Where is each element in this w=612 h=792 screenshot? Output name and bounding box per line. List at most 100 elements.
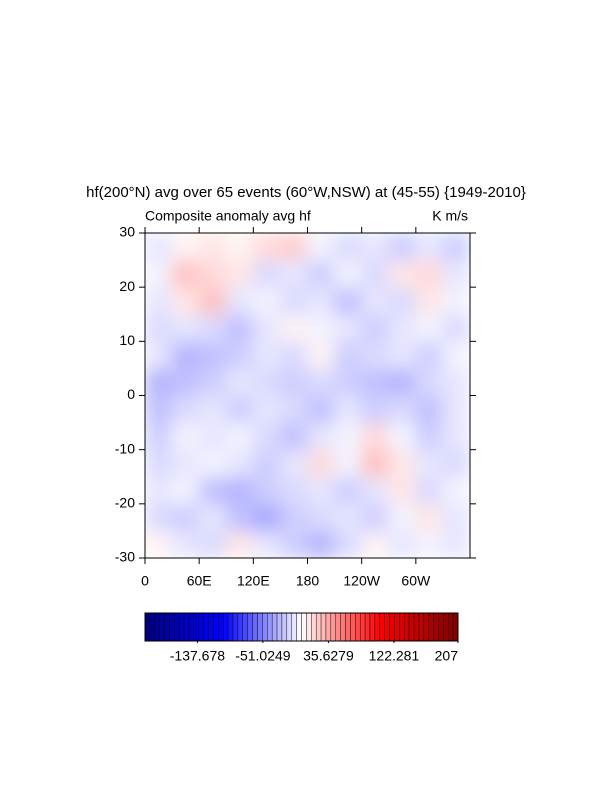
heatmap-cell [198, 367, 227, 396]
colorbar-box [311, 612, 317, 642]
heatmap-cell [279, 476, 308, 505]
colorbar-box [443, 612, 449, 642]
heatmap-cell [171, 340, 200, 369]
heatmap-cell [145, 259, 173, 288]
heatmap-cell [361, 422, 390, 451]
heatmap-cell [252, 233, 281, 261]
heatmap-cell [171, 476, 200, 505]
heatmap-cell [145, 395, 173, 424]
heatmap-cell [171, 530, 200, 558]
colorbar-box [423, 612, 429, 642]
heatmap-cell [307, 233, 336, 261]
heatmap-cell [198, 340, 227, 369]
heatmap-cell [145, 367, 173, 396]
heatmap-cell [442, 286, 470, 315]
colorbar-box [335, 612, 341, 642]
heatmap-cell [442, 340, 470, 369]
y-tick-label: -30 [115, 549, 135, 565]
colorbar-box [169, 612, 175, 642]
left-subtitle: Composite anomaly avg hf [145, 208, 311, 224]
heatmap-cell [252, 367, 281, 396]
heatmap-cell [279, 530, 308, 558]
colorbar-box [301, 612, 307, 642]
heatmap-cell [279, 395, 308, 424]
colorbar-box [389, 612, 395, 642]
colorbar-box [379, 612, 385, 642]
heatmap-cell [145, 530, 173, 558]
heatmap-cell [171, 449, 200, 478]
colorbar-box [276, 612, 283, 642]
colorbar-box [203, 612, 209, 642]
heatmap-cell [279, 340, 308, 369]
colorbar-box [330, 612, 336, 642]
heatmap-cell [198, 449, 227, 478]
heatmap-cell [388, 449, 417, 478]
heatmap-cell [388, 340, 417, 369]
colorbar-box [306, 612, 312, 642]
x-tick-label: 60W [401, 573, 431, 589]
heatmap-cell [252, 286, 281, 315]
heatmap-cell [279, 233, 308, 261]
heatmap-cell [171, 233, 200, 261]
heatmap-field [145, 233, 470, 558]
colorbar-box [374, 612, 380, 642]
colorbar-box [399, 612, 405, 642]
heatmap-cell [334, 286, 363, 315]
heatmap-cell [388, 259, 417, 288]
colorbar-label: 35.6279 [303, 648, 354, 664]
colorbar-box [438, 612, 444, 642]
heatmap-cell [415, 449, 444, 478]
colorbar-box [428, 612, 434, 642]
y-tick-label: -10 [115, 440, 135, 456]
heatmap-cell [415, 476, 444, 505]
heatmap-cell [307, 259, 336, 288]
heatmap-cell [171, 395, 200, 424]
heatmap-cell [415, 313, 444, 342]
x-tick-label: 0 [141, 573, 149, 589]
heatmap-cell [334, 530, 363, 558]
heatmap-cell [145, 449, 173, 478]
heatmap-cell [361, 530, 390, 558]
colorbar-box [271, 612, 278, 642]
colorbar-box [384, 612, 390, 642]
heatmap-cell [415, 286, 444, 315]
colorbar-label: 122.281 [369, 648, 420, 664]
heatmap-cell [361, 313, 390, 342]
heatmap-cell [334, 395, 363, 424]
heatmap-cell [198, 422, 227, 451]
heatmap-cell [307, 286, 336, 315]
heatmap-cell [307, 503, 336, 532]
colorbar-box [394, 612, 400, 642]
heatmap-cell [145, 340, 173, 369]
colorbar-box [262, 612, 268, 642]
x-tick-label: 60E [187, 573, 212, 589]
heatmap-cell [307, 449, 336, 478]
colorbar-box [242, 612, 248, 642]
heatmap-cell [442, 367, 470, 396]
heatmap-cell [171, 286, 200, 315]
heatmap-cell [334, 233, 363, 261]
heatmap-cell [307, 367, 336, 396]
colorbar-box [213, 612, 219, 642]
colorbar-box [252, 612, 258, 642]
colorbar-box [404, 612, 410, 642]
heatmap-cell [415, 259, 444, 288]
heatmap-cell [361, 503, 390, 532]
heatmap-cell [307, 395, 336, 424]
x-tick-label: 120W [343, 573, 380, 589]
heatmap-cell [171, 422, 200, 451]
x-tick-label: 180 [296, 573, 320, 589]
heatmap-cell [415, 530, 444, 558]
heatmap-cell [307, 313, 336, 342]
heatmap-cell [145, 313, 173, 342]
heatmap-cell [252, 259, 281, 288]
heatmap-cell [145, 422, 173, 451]
heatmap-cell [388, 286, 417, 315]
heatmap-cell [225, 530, 254, 558]
colorbar-box [164, 612, 170, 642]
heatmap-cell [334, 476, 363, 505]
heatmap-cell [252, 449, 281, 478]
colorbar-box [188, 612, 195, 642]
heatmap-cell [252, 530, 281, 558]
colorbar-box [267, 612, 273, 642]
